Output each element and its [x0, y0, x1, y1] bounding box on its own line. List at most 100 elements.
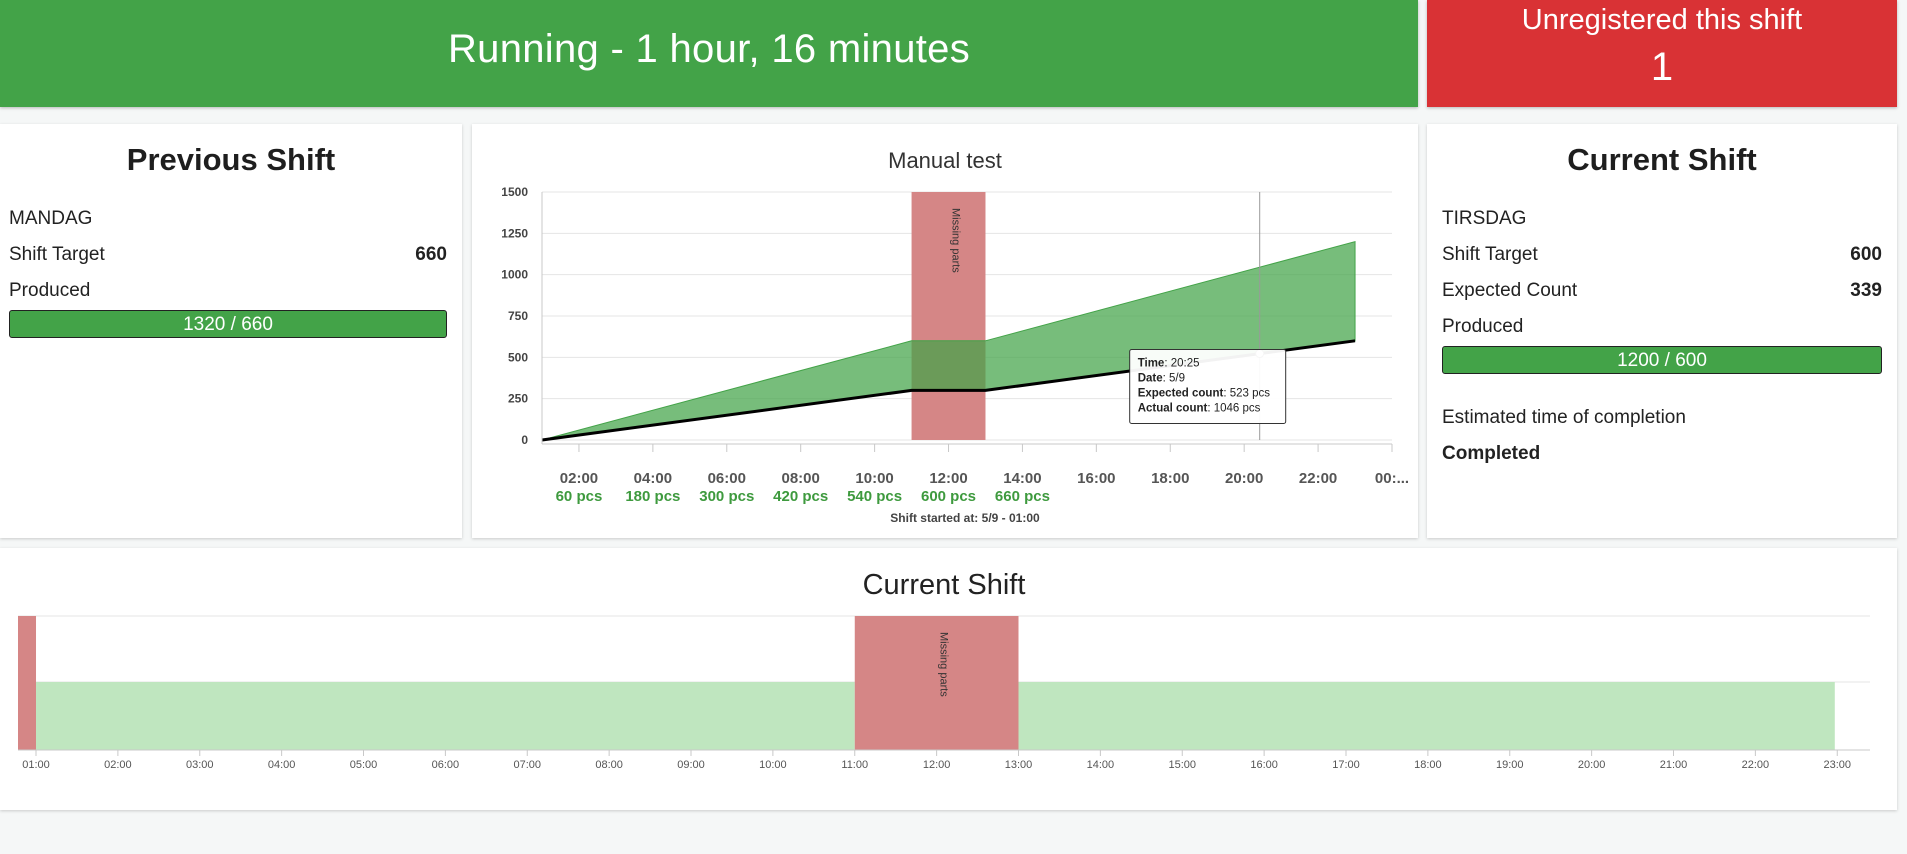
y-tick-label: 750 — [508, 309, 528, 323]
previous-shift-target-value: 660 — [415, 244, 447, 265]
timeline-tick-label: 08:00 — [595, 759, 623, 771]
x-tick-pcs-label: 60 pcs — [556, 488, 603, 505]
current-shift-progress-bar: 1200 / 600 — [1442, 346, 1882, 374]
current-shift-title: Current Shift — [1567, 142, 1757, 177]
band-label: Missing parts — [950, 208, 962, 273]
tooltip-key: Time — [1138, 358, 1165, 370]
current-shift-expected-label: Expected Count — [1442, 280, 1578, 301]
previous-shift-card: Previous Shift MANDAG Shift Target 660 P… — [0, 124, 462, 538]
previous-shift-target-label: Shift Target — [9, 244, 105, 265]
tooltip-value: : 20:25 — [1164, 358, 1199, 370]
x-tick-label: 16:00 — [1077, 470, 1115, 487]
tooltip-box — [1129, 349, 1287, 425]
running-segment[interactable] — [1018, 682, 1835, 750]
current-shift-timeline-card: Current Shift Missing parts 01:00 02:00 03… — [0, 548, 1897, 810]
previous-shift-produced-label: Produced — [9, 280, 91, 301]
current-shift-target-row: Shift Target 600 — [1442, 237, 1882, 273]
previous-shift-progress-text: 1320 / 660 — [183, 314, 273, 335]
chart-title: Manual test — [888, 148, 1002, 173]
current-shift-card: Current Shift TIRSDAG Shift Target 600 E… — [1427, 124, 1897, 538]
x-tick-pcs-label: 660 pcs — [995, 488, 1050, 505]
tooltip-value: : 5/9 — [1163, 373, 1185, 385]
timeline-tick-label: 17:00 — [1332, 759, 1360, 771]
y-tick-label: 0 — [521, 433, 528, 447]
missing-parts-band — [911, 192, 986, 440]
x-tick-label: 12:00 — [929, 470, 967, 487]
previous-shift-produced-row: Produced — [9, 273, 447, 309]
current-shift-info: TIRSDAG Shift Target 600 Expected Count … — [1442, 201, 1882, 472]
stop-segment-label: Missing parts — [938, 632, 950, 697]
stop-segment[interactable] — [854, 616, 1019, 750]
current-shift-target-label: Shift Target — [1442, 244, 1538, 265]
current-shift-progress-text: 1200 / 600 — [1617, 350, 1707, 371]
tooltip-key: Date — [1138, 373, 1163, 385]
previous-shift-day-row: MANDAG — [9, 201, 447, 237]
previous-shift-title: Previous Shift — [126, 142, 336, 177]
timeline-tick-label: 03:00 — [186, 759, 214, 771]
current-shift-timeline[interactable]: Current Shift Missing parts 01:00 02:00 03… — [0, 548, 1897, 810]
timeline-tick-label: 12:00 — [923, 759, 951, 771]
timeline-tick-label: 14:00 — [1087, 759, 1115, 771]
unregistered-banner[interactable]: Unregistered this shift 1 — [1427, 0, 1897, 107]
x-tick-label: 04:00 — [634, 470, 672, 487]
previous-shift-info: MANDAG Shift Target 660 Produced 1320 / … — [9, 201, 447, 338]
eta-label: Estimated time of completion — [1442, 407, 1686, 428]
manual-test-chart[interactable]: Manual test Missing parts 0 250 500 750 1000… — [472, 124, 1418, 538]
timeline-tick-label: 01:00 — [22, 759, 50, 771]
tooltip-line: Time: 20:25 — [1138, 358, 1200, 370]
current-shift-target-value: 600 — [1850, 244, 1882, 265]
timeline-tick-label: 04:00 — [268, 759, 296, 771]
eta-label-row: Estimated time of completion — [1442, 400, 1882, 436]
tooltip-value: : 523 pcs — [1223, 388, 1270, 400]
timeline-tick-label: 16:00 — [1250, 759, 1278, 771]
running-status-text: Running - 1 hour, 16 minutes — [447, 27, 971, 71]
x-tick-pcs-label: 540 pcs — [847, 488, 902, 505]
timeline-tick-label: 15:00 — [1168, 759, 1196, 771]
timeline-tick-label: 20:00 — [1578, 759, 1606, 771]
current-shift-day: TIRSDAG — [1442, 208, 1527, 229]
timeline-tick-label: 21:00 — [1660, 759, 1688, 771]
previous-shift-progress-bar: 1320 / 660 — [9, 310, 447, 338]
timeline-tick-label: 10:00 — [759, 759, 787, 771]
tooltip-key: Expected count — [1138, 388, 1224, 400]
tooltip-value: : 1046 pcs — [1207, 403, 1260, 415]
running-segment[interactable] — [36, 682, 855, 750]
manual-test-chart-card: Manual test Missing parts 0 250 500 750 1000… — [472, 124, 1418, 538]
x-tick-label: 10:00 — [855, 470, 893, 487]
timeline-tick-label: 11:00 — [841, 759, 868, 771]
tooltip-line: Date: 5/9 — [1138, 373, 1185, 385]
timeline-tick-label: 07:00 — [513, 759, 541, 771]
stop-segment[interactable] — [18, 616, 37, 750]
timeline-tick-label: 09:00 — [677, 759, 705, 771]
unregistered-count: 1 — [1650, 45, 1674, 89]
x-tick-label: 02:00 — [560, 470, 598, 487]
x-tick-pcs-label: 180 pcs — [625, 488, 680, 505]
eta-value-row: Completed — [1442, 436, 1882, 472]
current-shift-expected-row: Expected Count 339 — [1442, 273, 1882, 309]
tooltip-line: Actual count: 1046 pcs — [1138, 403, 1261, 415]
tooltip-key: Actual count — [1138, 403, 1208, 415]
x-tick-label: 06:00 — [708, 470, 746, 487]
y-tick-label: 500 — [508, 350, 528, 364]
running-status-banner: Running - 1 hour, 16 minutes — [0, 0, 1418, 107]
x-tick-pcs-label: 600 pcs — [921, 488, 976, 505]
x-tick-label: 14:00 — [1003, 470, 1041, 487]
x-tick-pcs-label: 420 pcs — [773, 488, 828, 505]
tooltip-line: Expected count: 523 pcs — [1138, 388, 1271, 400]
timeline-tick-label: 02:00 — [104, 759, 132, 771]
timeline-tick-label: 22:00 — [1742, 759, 1770, 771]
timeline-tick-label: 13:00 — [1005, 759, 1033, 771]
x-tick-label: 08:00 — [782, 470, 820, 487]
previous-shift-day: MANDAG — [9, 208, 93, 229]
timeline-title: Current Shift — [863, 569, 1026, 601]
current-shift-produced-label: Produced — [1442, 316, 1524, 337]
chart-caption: Shift started at: 5/9 - 01:00 — [890, 511, 1040, 525]
x-tick-label: 22:00 — [1299, 470, 1337, 487]
y-tick-label: 250 — [508, 392, 528, 406]
y-tick-label: 1250 — [501, 226, 528, 240]
timeline-tick-label: 06:00 — [432, 759, 460, 771]
x-tick-pcs-label: 300 pcs — [699, 488, 754, 505]
current-shift-produced-row: Produced — [1442, 309, 1882, 345]
previous-shift-target-row: Shift Target 660 — [9, 237, 447, 273]
timeline-tick-label: 18:00 — [1414, 759, 1442, 771]
